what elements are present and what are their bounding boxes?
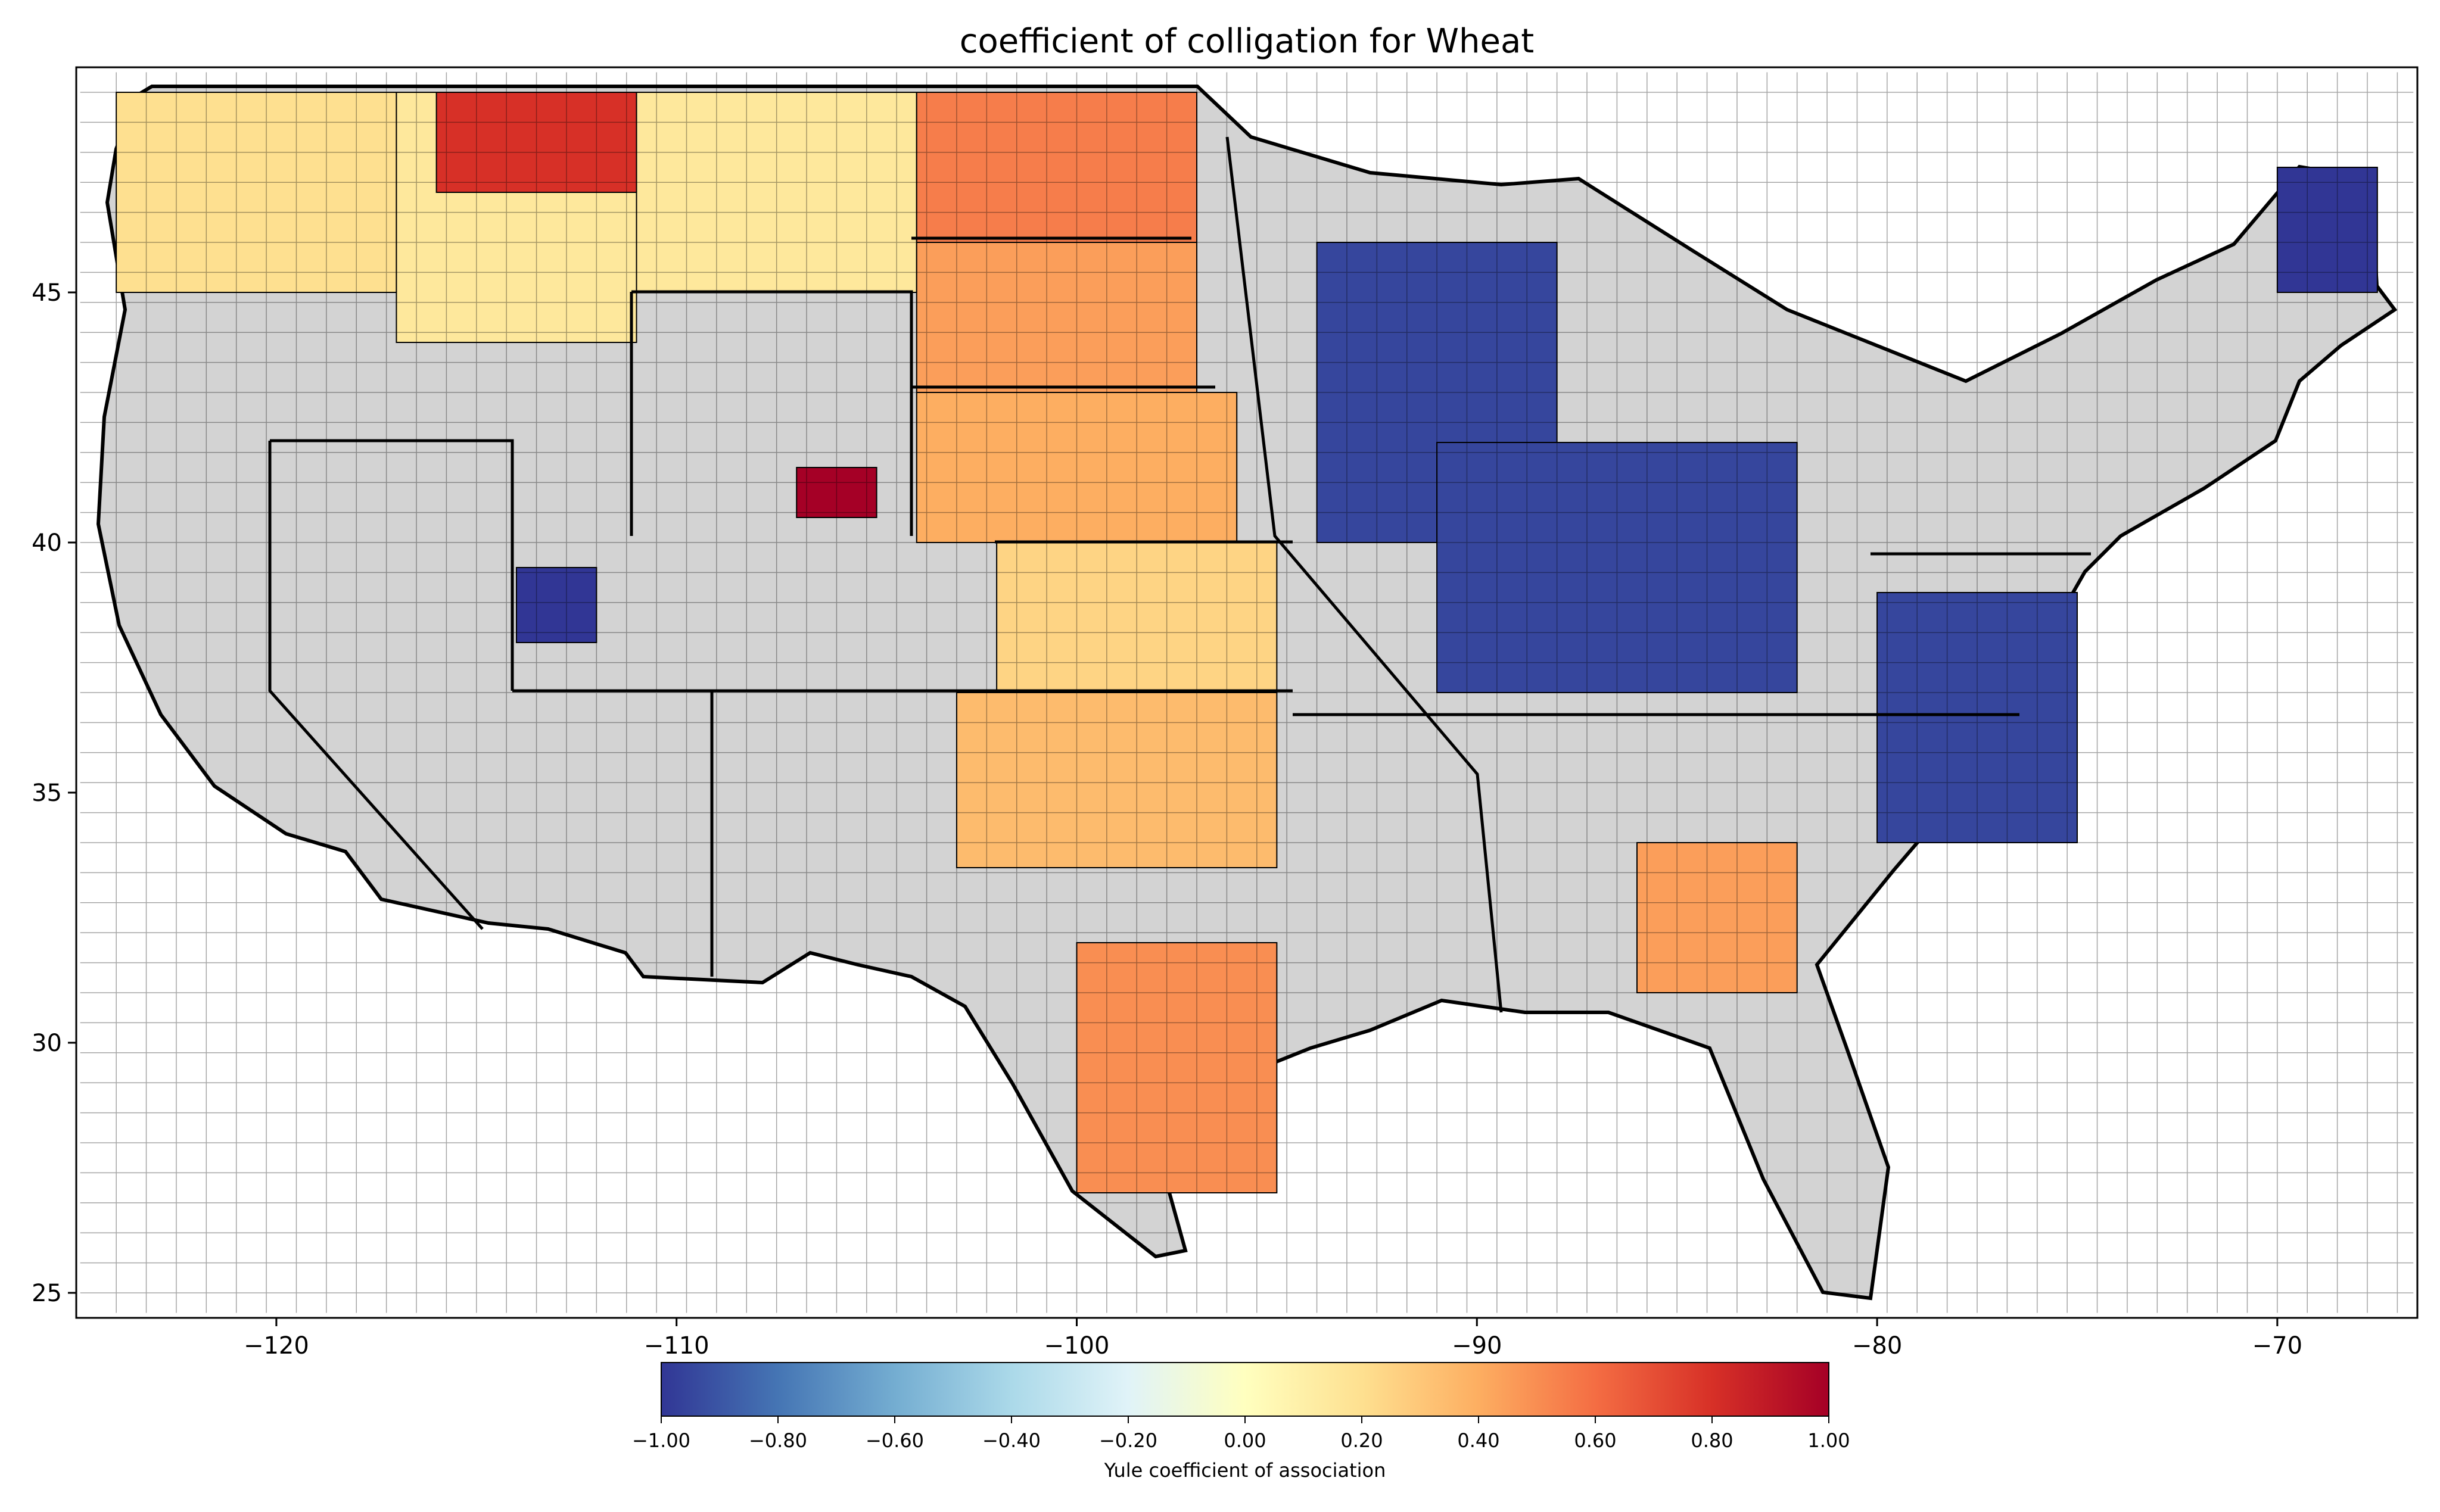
x-axis: −120 −110 −100 −90 −80 −70 <box>244 1318 2302 1360</box>
map-plot-area <box>75 66 2419 1319</box>
colorbar-tick-label: 1.00 <box>1807 1429 1850 1452</box>
region-7 <box>996 542 1278 693</box>
colorbar-tick-label: 0.80 <box>1691 1429 1733 1452</box>
state-line-nevada <box>270 439 514 691</box>
colorbar-tick-label: −0.40 <box>982 1429 1041 1452</box>
plot-frame <box>75 66 2419 1319</box>
colorbar-tick-label: 0.00 <box>1224 1429 1266 1452</box>
x-tick-label: −100 <box>1044 1332 1110 1360</box>
state-line-west <box>268 441 484 930</box>
region-13 <box>1636 842 1798 993</box>
region-5 <box>916 242 1198 393</box>
region-8 <box>956 692 1278 868</box>
x-tick-label: −80 <box>1852 1332 1902 1360</box>
colorbar-tick-label: 0.20 <box>1340 1429 1383 1452</box>
y-tick-label: 35 <box>32 780 62 807</box>
region-16 <box>796 467 877 518</box>
x-tick-label: −70 <box>2252 1332 2302 1360</box>
x-tick-label: −110 <box>644 1332 709 1360</box>
colorbar-ticks: −1.00 −0.80 −0.60 −0.40 −0.20 0.00 0.20 0.40 0.6… <box>632 1416 1850 1452</box>
y-tick-label: 40 <box>32 529 62 557</box>
colorbar-tick-label: −1.00 <box>632 1429 690 1452</box>
colorbar: −1.00 −0.80 −0.60 −0.40 −0.20 0.00 0.20 0.40 0.6… <box>632 1362 1850 1482</box>
region-4 <box>916 92 1198 243</box>
choropleth-regions <box>116 92 2378 1193</box>
colorbar-tick-label: −0.80 <box>749 1429 807 1452</box>
map-title: coefficient of colligation for Wheat <box>960 22 1535 61</box>
region-12 <box>1876 592 2078 843</box>
state-line-rockies-n <box>631 290 913 536</box>
x-tick-label: −120 <box>244 1332 309 1360</box>
colorbar-tick-label: −0.20 <box>1099 1429 1157 1452</box>
y-tick-label: 30 <box>32 1030 62 1057</box>
region-11 <box>1436 442 1798 693</box>
colorbar-tick-label: 0.60 <box>1574 1429 1616 1452</box>
y-tick-label: 25 <box>32 1280 62 1307</box>
state-boundaries <box>268 136 2091 1013</box>
x-tick-label: −90 <box>1452 1332 1502 1360</box>
county-boundaries <box>80 72 2414 1313</box>
state-line-mississippi <box>1225 136 1503 1013</box>
region-6 <box>916 392 1238 543</box>
y-axis: 25 30 35 40 45 <box>32 279 76 1307</box>
colorbar-tick-label: −0.60 <box>866 1429 924 1452</box>
colorbar-bar <box>661 1362 1829 1417</box>
colorbar-label: Yule coefficient of association <box>1104 1459 1386 1482</box>
region-9 <box>1076 942 1278 1193</box>
y-tick-label: 45 <box>32 279 62 307</box>
region-14 <box>2276 167 2378 293</box>
region-0 <box>116 92 397 293</box>
region-15 <box>515 567 597 643</box>
colorbar-tick-label: 0.40 <box>1457 1429 1499 1452</box>
